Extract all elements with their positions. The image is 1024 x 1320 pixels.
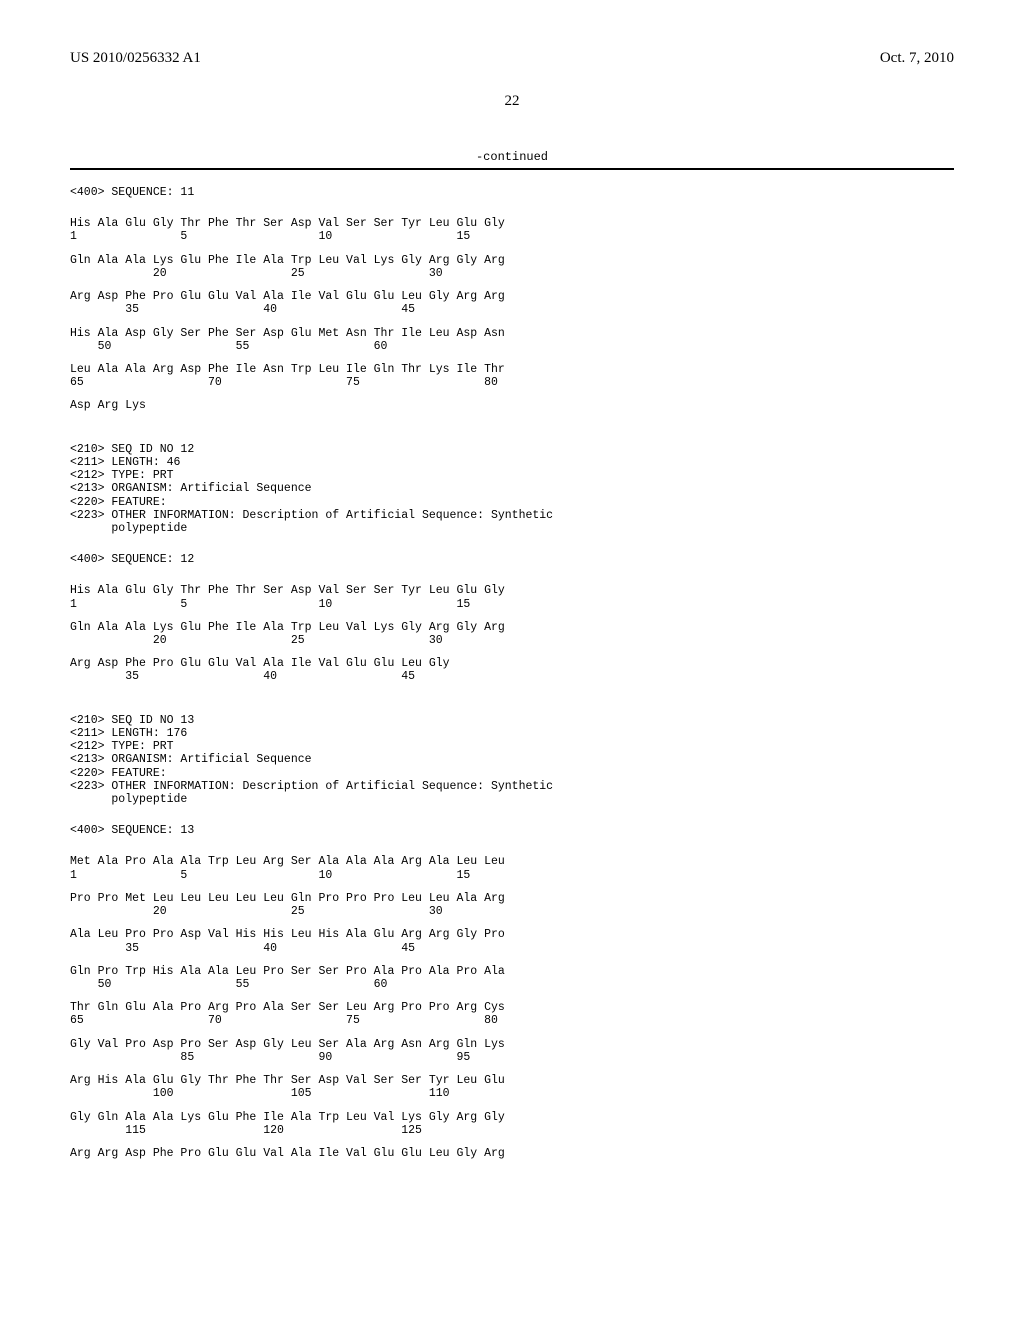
amino-acid-row: Arg His Ala Glu Gly Thr Phe Thr Ser Asp …: [70, 1074, 954, 1087]
amino-acid-row: His Ala Glu Gly Thr Phe Thr Ser Asp Val …: [70, 584, 954, 597]
position-numbers-row: 1 5 10 15: [70, 230, 954, 243]
publication-number: US 2010/0256332 A1: [70, 50, 201, 67]
position-numbers-row: 20 25 30: [70, 634, 954, 647]
patent-page: US 2010/0256332 A1 Oct. 7, 2010 22 -cont…: [0, 0, 1024, 1240]
position-numbers-row: 35 40 45: [70, 670, 954, 683]
sequence-listing: <400> SEQUENCE: 11 His Ala Glu Gly Thr Ph…: [70, 186, 954, 1170]
publication-date: Oct. 7, 2010: [880, 50, 954, 67]
amino-acid-row: Arg Asp Phe Pro Glu Glu Val Ala Ile Val …: [70, 657, 954, 670]
amino-acid-row: Gln Ala Ala Lys Glu Phe Ile Ala Trp Leu …: [70, 621, 954, 634]
position-numbers-row: 35 40 45: [70, 303, 954, 316]
amino-acid-row: Ala Leu Pro Pro Asp Val His His Leu His …: [70, 928, 954, 941]
amino-acid-row: Gln Pro Trp His Ala Ala Leu Pro Ser Ser …: [70, 965, 954, 978]
sequence-block: <400> SEQUENCE: 11 His Ala Glu Gly Thr Ph…: [70, 186, 954, 423]
amino-acid-row: Leu Ala Ala Arg Asp Phe Ile Asn Trp Leu …: [70, 363, 954, 376]
sequence-header: <400> SEQUENCE: 12: [70, 553, 954, 566]
position-numbers-row: 85 90 95: [70, 1051, 954, 1064]
amino-acid-row: Thr Gln Glu Ala Pro Arg Pro Ala Ser Ser …: [70, 1001, 954, 1014]
sequence-block: <210> SEQ ID NO 13 <211> LENGTH: 176 <21…: [70, 714, 954, 1170]
continued-label: -continued: [70, 150, 954, 164]
position-numbers-row: 115 120 125: [70, 1124, 954, 1137]
position-numbers-row: 1 5 10 15: [70, 869, 954, 882]
position-numbers-row: 35 40 45: [70, 942, 954, 955]
sequence-header: <400> SEQUENCE: 11: [70, 186, 954, 199]
horizontal-rule: [70, 168, 954, 170]
position-numbers-row: 1 5 10 15: [70, 598, 954, 611]
sequence-metadata: <210> SEQ ID NO 13 <211> LENGTH: 176 <21…: [70, 714, 954, 807]
amino-acid-row: Arg Asp Phe Pro Glu Glu Val Ala Ile Val …: [70, 290, 954, 303]
sequence-header: <400> SEQUENCE: 13: [70, 824, 954, 837]
amino-acid-row: Gly Gln Ala Ala Lys Glu Phe Ile Ala Trp …: [70, 1111, 954, 1124]
amino-acid-row: Arg Arg Asp Phe Pro Glu Glu Val Ala Ile …: [70, 1147, 954, 1160]
amino-acid-row: Pro Pro Met Leu Leu Leu Leu Leu Gln Pro …: [70, 892, 954, 905]
position-numbers-row: 65 70 75 80: [70, 376, 954, 389]
amino-acid-row: Asp Arg Lys: [70, 399, 954, 412]
position-numbers-row: 50 55 60: [70, 978, 954, 991]
amino-acid-row: Gly Val Pro Asp Pro Ser Asp Gly Leu Ser …: [70, 1038, 954, 1051]
amino-acid-row: His Ala Asp Gly Ser Phe Ser Asp Glu Met …: [70, 327, 954, 340]
position-numbers-row: 65 70 75 80: [70, 1014, 954, 1027]
page-number: 22: [70, 93, 954, 110]
position-numbers-row: 20 25 30: [70, 905, 954, 918]
sequence-block: <210> SEQ ID NO 12 <211> LENGTH: 46 <212…: [70, 443, 954, 694]
position-numbers-row: 20 25 30: [70, 267, 954, 280]
amino-acid-row: His Ala Glu Gly Thr Phe Thr Ser Asp Val …: [70, 217, 954, 230]
page-header: US 2010/0256332 A1 Oct. 7, 2010: [70, 50, 954, 67]
amino-acid-row: Met Ala Pro Ala Ala Trp Leu Arg Ser Ala …: [70, 855, 954, 868]
position-numbers-row: 50 55 60: [70, 340, 954, 353]
sequence-metadata: <210> SEQ ID NO 12 <211> LENGTH: 46 <212…: [70, 443, 954, 536]
position-numbers-row: 100 105 110: [70, 1087, 954, 1100]
amino-acid-row: Gln Ala Ala Lys Glu Phe Ile Ala Trp Leu …: [70, 254, 954, 267]
